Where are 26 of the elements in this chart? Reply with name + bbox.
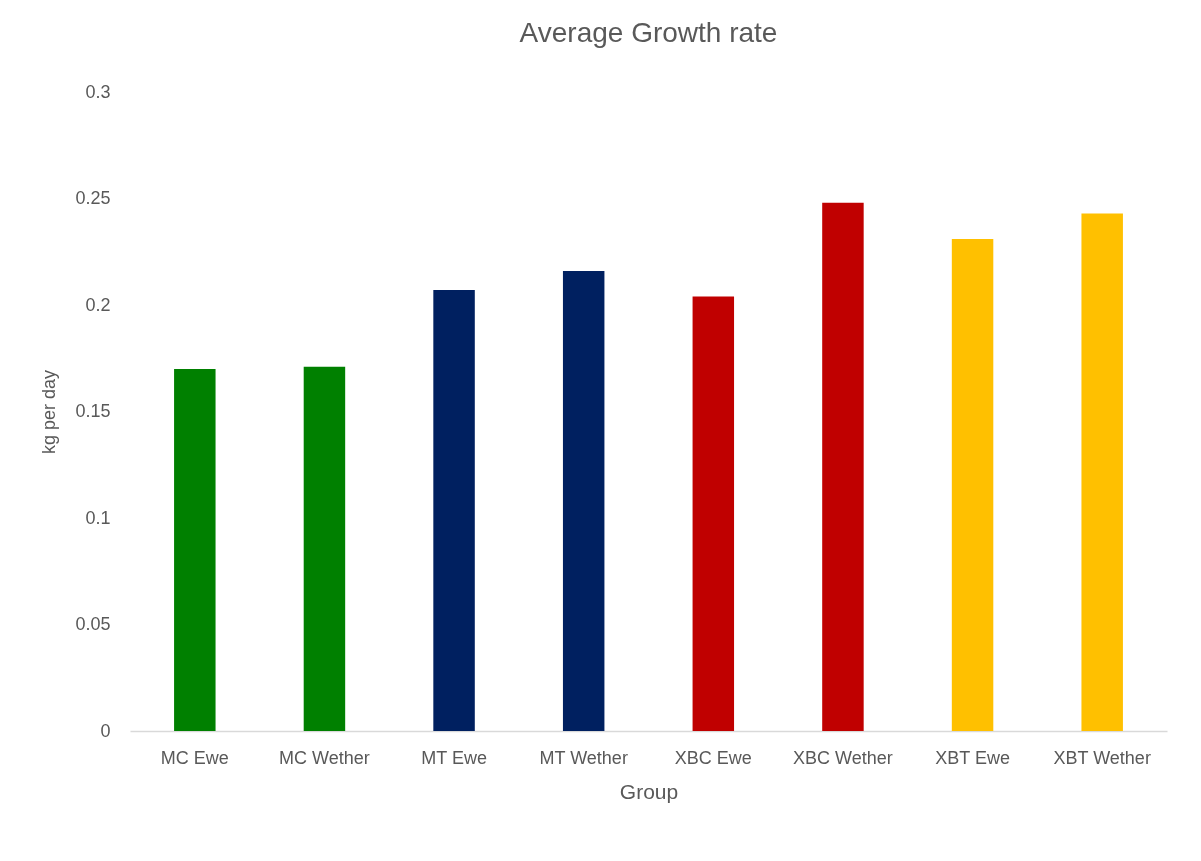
y-tick-label: 0.05: [75, 614, 111, 634]
x-tick-label: XBC Wether: [793, 747, 893, 768]
x-axis-title: Group: [619, 779, 679, 803]
x-tick-label: XBT Ewe: [935, 747, 1010, 768]
bar: [303, 366, 346, 731]
bar: [692, 296, 735, 731]
x-tick-label: MC Wether: [279, 747, 370, 768]
bar: [562, 270, 605, 731]
y-tick-label: 0.2: [85, 294, 111, 315]
bar: [951, 238, 994, 731]
bar: [174, 368, 216, 731]
x-tick-label: MT Ewe: [421, 747, 487, 768]
bar: [1081, 213, 1123, 731]
y-tick-label: 0.3: [85, 81, 111, 102]
y-tick-label: 0: [100, 720, 111, 741]
x-tick-label: XBT Wether: [1053, 747, 1151, 768]
chart-title: Average Growth rate: [519, 17, 778, 48]
x-tick-label: MC Ewe: [160, 747, 229, 768]
bar: [822, 202, 864, 731]
y-tick-label: 0.25: [75, 188, 111, 208]
y-axis-title: kg per day: [39, 369, 60, 455]
y-tick-label: 0.1: [85, 507, 111, 528]
x-tick-label: MT Wether: [539, 747, 628, 768]
x-tick-label: XBC Ewe: [674, 747, 752, 768]
y-tick-label: 0.15: [75, 401, 111, 421]
bar: [433, 290, 475, 731]
